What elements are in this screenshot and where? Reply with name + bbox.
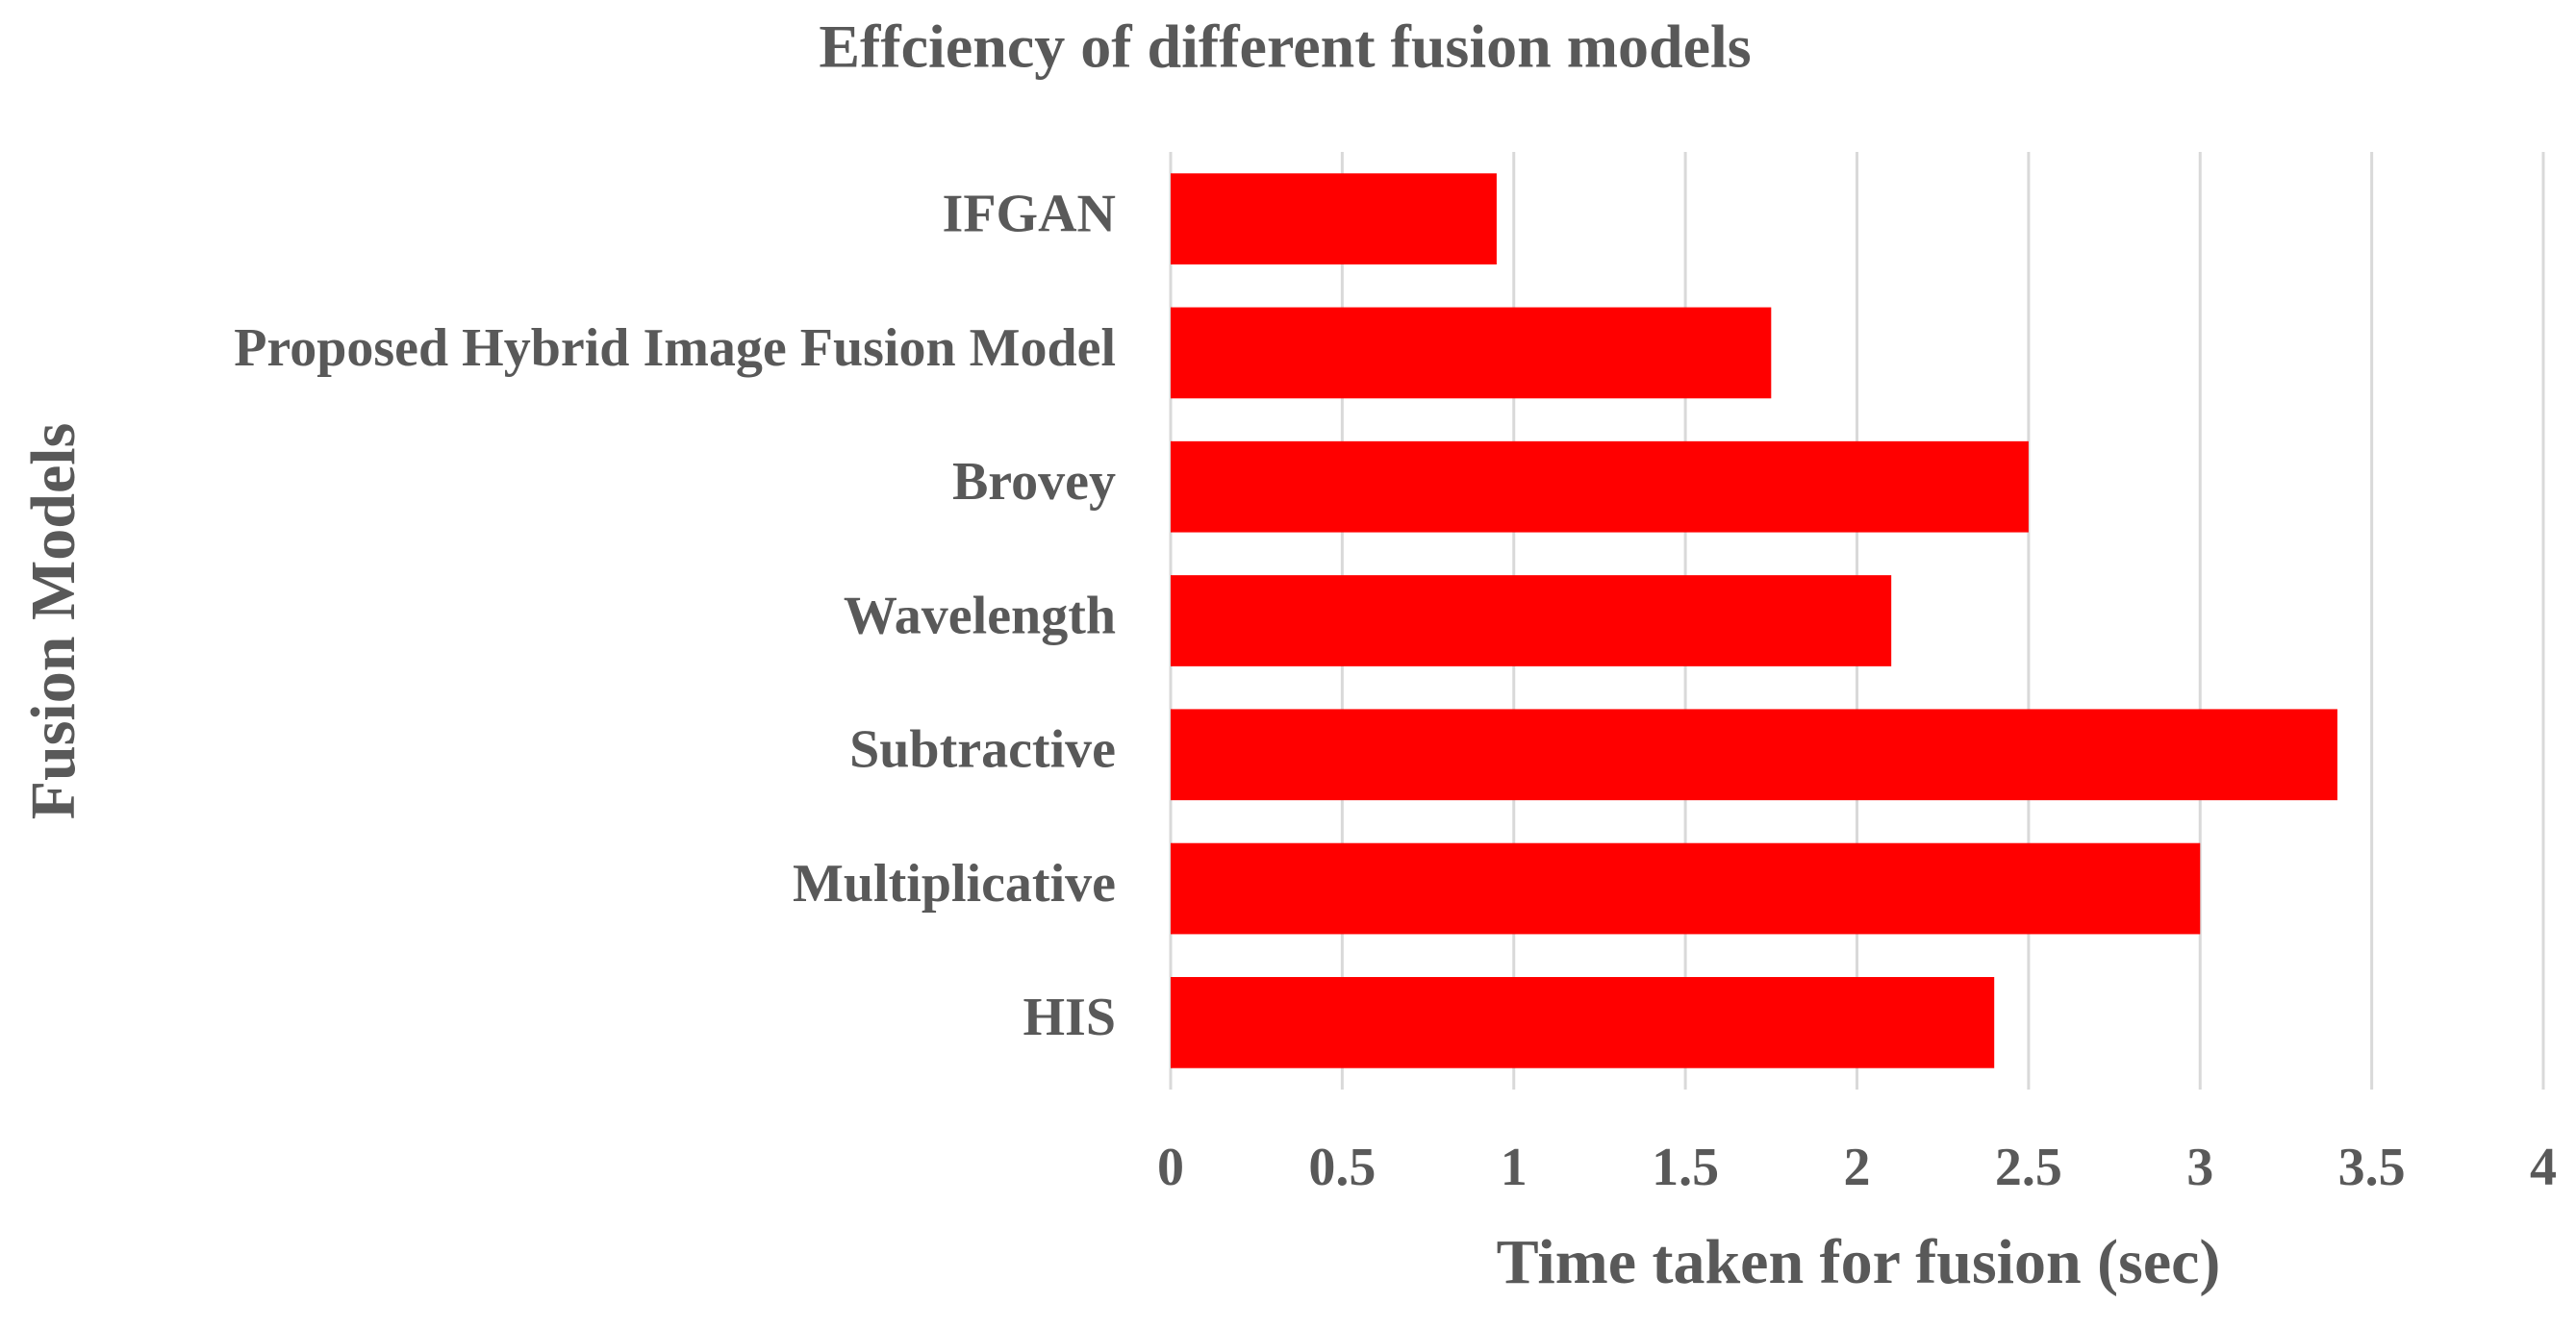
x-tick-label: 3 (2186, 1138, 2213, 1197)
y-tick-label: Wavelength (844, 586, 1116, 645)
x-tick-label: 0 (1157, 1138, 1184, 1197)
y-tick-label: HIS (1023, 988, 1117, 1047)
x-tick-label: 2 (1844, 1138, 1871, 1197)
y-tick-label: Multiplicative (793, 854, 1116, 914)
bar (1171, 977, 1995, 1068)
bar (1171, 709, 2337, 801)
y-tick-label: Subtractive (849, 720, 1116, 780)
y-axis-title: Fusion Models (18, 423, 88, 820)
x-tick-label: 1.5 (1652, 1138, 1719, 1197)
x-tick-label: 0.5 (1308, 1138, 1376, 1197)
y-tick-label: Proposed Hybrid Image Fusion Model (234, 318, 1116, 378)
bar (1171, 440, 2029, 533)
y-tick-label: Brovey (952, 452, 1116, 512)
x-tick-label: 1 (1501, 1138, 1528, 1197)
x-axis-title: Time taken for fusion (sec) (1497, 1227, 2221, 1297)
x-tick-label: 2.5 (1995, 1138, 2062, 1197)
bar (1171, 307, 1772, 399)
chart-title: Effciency of different fusion models (819, 13, 1751, 81)
x-tick-label: 3.5 (2338, 1138, 2406, 1197)
bar (1171, 842, 2201, 935)
bar (1171, 575, 1892, 666)
x-tick-label: 4 (2530, 1138, 2557, 1197)
y-tick-label: IFGAN (943, 184, 1116, 243)
bar (1171, 173, 1497, 264)
